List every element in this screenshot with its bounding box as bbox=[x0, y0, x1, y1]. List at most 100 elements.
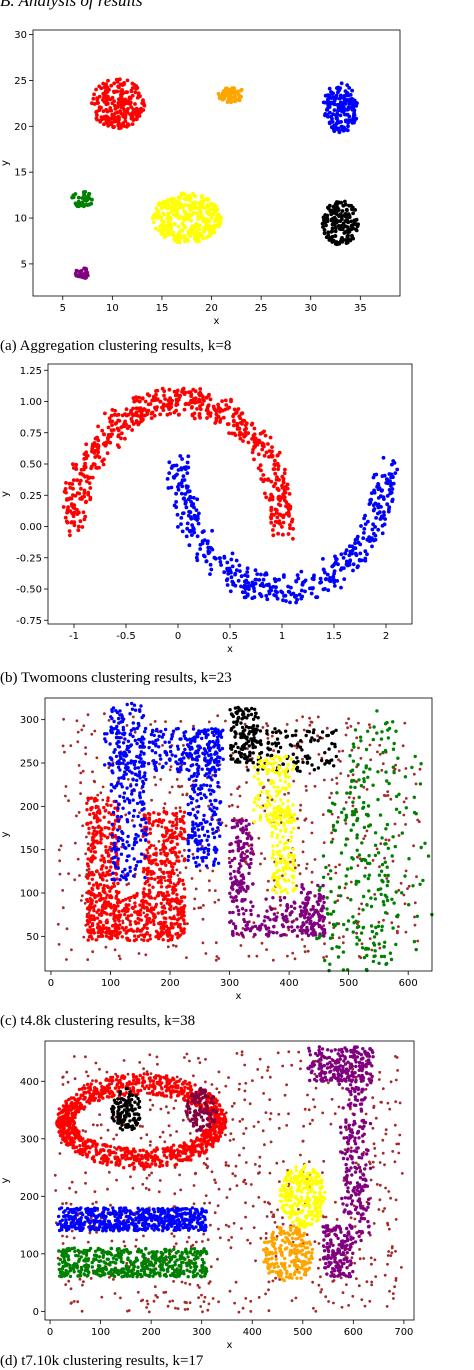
data-point bbox=[191, 823, 194, 826]
data-point bbox=[303, 729, 306, 732]
data-point bbox=[155, 405, 159, 409]
data-point bbox=[203, 555, 207, 559]
data-point bbox=[182, 883, 185, 886]
data-point bbox=[92, 93, 96, 97]
data-point bbox=[351, 98, 355, 102]
data-point bbox=[240, 88, 244, 92]
data-point bbox=[260, 751, 263, 754]
data-point bbox=[288, 775, 291, 778]
data-point bbox=[144, 778, 147, 781]
data-point bbox=[189, 812, 192, 815]
data-point bbox=[108, 106, 112, 110]
data-point bbox=[122, 82, 126, 86]
data-point bbox=[140, 929, 143, 932]
data-point bbox=[134, 868, 137, 871]
data-point bbox=[180, 760, 183, 763]
data-point bbox=[99, 791, 102, 794]
data-point bbox=[118, 825, 121, 828]
data-point bbox=[188, 778, 191, 781]
data-point bbox=[100, 828, 103, 831]
data-point bbox=[308, 730, 311, 733]
data-point bbox=[182, 918, 185, 921]
data-point bbox=[361, 942, 364, 945]
data-point bbox=[196, 735, 199, 738]
data-point bbox=[142, 790, 145, 793]
data-point bbox=[113, 104, 117, 108]
data-point bbox=[213, 760, 216, 763]
data-point bbox=[197, 227, 201, 231]
data-point bbox=[180, 481, 184, 485]
data-point bbox=[252, 718, 255, 721]
data-point bbox=[137, 93, 141, 97]
data-point bbox=[132, 798, 135, 801]
data-point bbox=[292, 827, 295, 830]
data-point bbox=[175, 473, 179, 477]
data-point bbox=[138, 421, 142, 425]
data-point bbox=[91, 858, 94, 861]
data-point bbox=[130, 914, 133, 917]
data-point bbox=[314, 858, 317, 861]
data-point bbox=[265, 758, 268, 761]
data-point bbox=[182, 756, 185, 759]
data-point bbox=[159, 757, 162, 760]
data-point bbox=[117, 819, 120, 822]
data-point bbox=[129, 923, 132, 926]
data-point bbox=[299, 804, 302, 807]
data-point bbox=[314, 595, 318, 599]
data-point bbox=[331, 578, 335, 582]
data-point bbox=[342, 941, 345, 944]
data-point bbox=[232, 92, 236, 96]
data-point bbox=[403, 722, 406, 725]
data-point bbox=[179, 806, 182, 809]
data-point bbox=[357, 541, 361, 545]
data-point bbox=[186, 522, 190, 526]
y-tick-label: 0.50 bbox=[20, 460, 42, 471]
data-point bbox=[328, 864, 331, 867]
data-point bbox=[276, 881, 279, 884]
data-point bbox=[115, 762, 118, 765]
data-point bbox=[351, 206, 355, 210]
data-point bbox=[106, 95, 110, 99]
data-point bbox=[183, 211, 187, 215]
data-point bbox=[331, 120, 335, 124]
data-point bbox=[131, 819, 134, 822]
data-point bbox=[98, 95, 102, 99]
data-point bbox=[240, 859, 243, 862]
data-point bbox=[121, 870, 124, 873]
data-point bbox=[359, 524, 363, 528]
data-point bbox=[156, 876, 159, 879]
data-point bbox=[278, 840, 281, 843]
data-point bbox=[191, 192, 195, 196]
data-point bbox=[101, 873, 104, 876]
data-point bbox=[160, 821, 163, 824]
data-point bbox=[176, 235, 180, 239]
data-point bbox=[219, 563, 223, 567]
data-point bbox=[328, 796, 331, 799]
data-point bbox=[116, 807, 119, 810]
data-point bbox=[200, 737, 203, 740]
data-point bbox=[305, 867, 308, 870]
data-point bbox=[209, 216, 213, 220]
data-point bbox=[206, 733, 209, 736]
data-point bbox=[345, 214, 349, 218]
data-point bbox=[379, 842, 382, 845]
data-point bbox=[146, 922, 149, 925]
data-point bbox=[143, 774, 146, 777]
data-point bbox=[164, 750, 167, 753]
data-point bbox=[326, 727, 329, 730]
data-point bbox=[80, 899, 83, 902]
data-point bbox=[96, 887, 99, 890]
data-point bbox=[246, 756, 249, 759]
data-point bbox=[147, 851, 150, 854]
data-point bbox=[177, 917, 180, 920]
data-point bbox=[201, 402, 205, 406]
data-point bbox=[340, 81, 344, 85]
data-point bbox=[322, 568, 326, 572]
data-point bbox=[319, 577, 323, 581]
data-point bbox=[341, 227, 345, 231]
data-point bbox=[96, 794, 99, 797]
data-point bbox=[162, 733, 165, 736]
data-point bbox=[181, 793, 184, 796]
data-point bbox=[126, 762, 129, 765]
